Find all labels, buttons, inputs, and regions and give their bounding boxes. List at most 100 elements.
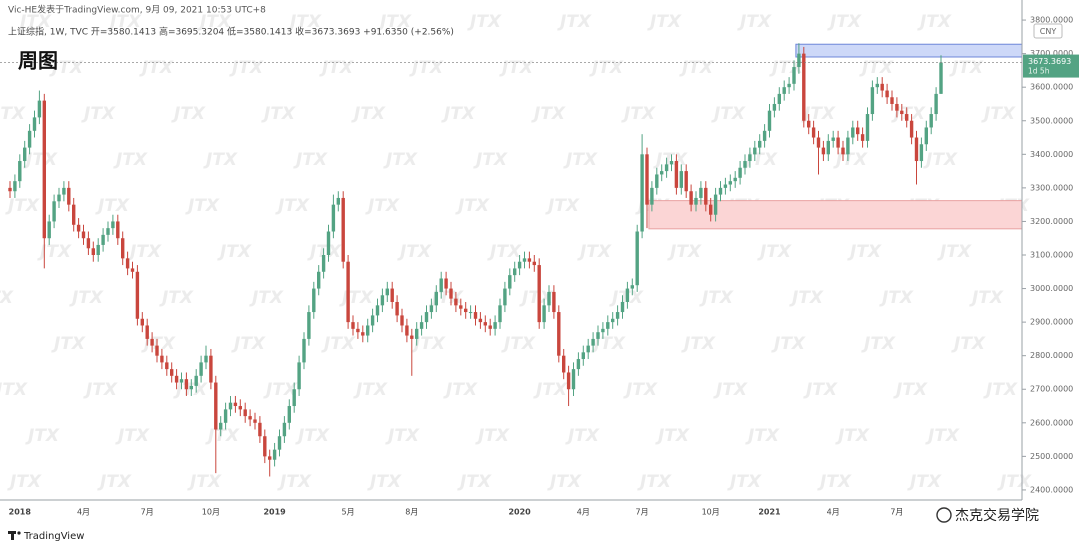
y-tick-label: 3600.0000 bbox=[1030, 83, 1073, 92]
candle-body bbox=[341, 197, 345, 262]
watermark: JTX bbox=[339, 288, 374, 308]
candle-body bbox=[464, 308, 468, 313]
y-tick-label: 3700.0000 bbox=[1030, 49, 1073, 58]
watermark: JTX bbox=[443, 380, 478, 400]
x-tick-label: 4月 bbox=[77, 508, 90, 517]
watermark: JTX bbox=[277, 472, 312, 492]
candle-body bbox=[454, 298, 458, 306]
candle-body bbox=[846, 137, 850, 155]
watermark: JTX bbox=[487, 242, 522, 262]
candle-body bbox=[336, 197, 340, 205]
watermark: JTX bbox=[647, 12, 682, 32]
candle-body bbox=[591, 338, 595, 346]
candle-body bbox=[890, 97, 894, 104]
watermark: JTX bbox=[229, 58, 264, 78]
candle-body bbox=[204, 355, 208, 363]
y-tick-label: 3200.0000 bbox=[1030, 217, 1073, 226]
candle-body bbox=[635, 231, 639, 286]
y-tick-label: 2900.0000 bbox=[1030, 318, 1073, 327]
candle-body bbox=[645, 154, 649, 205]
candle-body bbox=[47, 221, 51, 239]
watermark: JTX bbox=[295, 426, 330, 446]
candle-body bbox=[439, 278, 443, 292]
candle-body bbox=[62, 187, 66, 195]
candle-body bbox=[718, 187, 723, 195]
watermark: JTX bbox=[917, 12, 952, 32]
candle-body bbox=[32, 117, 37, 131]
x-tick-label: 2020 bbox=[508, 508, 531, 517]
candle-body bbox=[562, 355, 566, 373]
watermark: JTX bbox=[563, 150, 598, 170]
watermark: JTX bbox=[519, 288, 554, 308]
candle-body bbox=[905, 114, 909, 121]
watermark: JTX bbox=[455, 196, 490, 216]
candle-body bbox=[468, 312, 473, 314]
watermark: JTX bbox=[565, 426, 600, 446]
candle-body bbox=[738, 167, 742, 178]
watermark: JTX bbox=[0, 104, 26, 124]
candle-body bbox=[366, 325, 370, 336]
candle-body bbox=[527, 258, 532, 262]
candle-body bbox=[660, 171, 664, 175]
last-price-box bbox=[1023, 54, 1079, 78]
watermark: JTX bbox=[997, 472, 1032, 492]
watermark: JTX bbox=[891, 104, 926, 124]
watermark: JTX bbox=[397, 242, 432, 262]
candle-body bbox=[81, 231, 86, 239]
signature: 杰克交易学院 bbox=[936, 507, 1039, 524]
candle-body bbox=[155, 345, 159, 356]
watermark: JTX bbox=[711, 104, 746, 124]
candle-body bbox=[282, 422, 287, 437]
candle-body bbox=[307, 312, 311, 339]
watermark: JTX bbox=[681, 334, 716, 354]
candle-body bbox=[586, 345, 590, 353]
watermark: JTX bbox=[159, 288, 194, 308]
watermark: JTX bbox=[275, 196, 310, 216]
watermark: JTX bbox=[173, 380, 208, 400]
candle-body bbox=[811, 127, 816, 138]
countdown: 1d 5h bbox=[1028, 67, 1050, 76]
candle-body bbox=[106, 228, 110, 235]
candle-body bbox=[233, 402, 238, 407]
candle-body bbox=[321, 255, 326, 272]
candle-body bbox=[370, 315, 375, 326]
y-tick-label: 3400.0000 bbox=[1030, 150, 1073, 159]
candle-body bbox=[483, 322, 487, 326]
candle-body bbox=[243, 409, 247, 417]
watermark: JTX bbox=[385, 426, 420, 446]
candle-body bbox=[415, 328, 419, 339]
watermark: JTX bbox=[981, 104, 1016, 124]
candle-body bbox=[488, 325, 492, 329]
logo-dot bbox=[17, 531, 21, 535]
candle-body bbox=[174, 375, 179, 383]
x-tick-label: 8月 bbox=[405, 508, 418, 517]
candle-body bbox=[924, 127, 928, 145]
watermark: JTX bbox=[501, 334, 536, 354]
watermark: JTX bbox=[49, 58, 84, 78]
candle-body bbox=[219, 422, 223, 430]
watermark: JTX bbox=[353, 380, 388, 400]
candle-body bbox=[121, 238, 125, 259]
watermark: JTX bbox=[473, 150, 508, 170]
candle-body bbox=[865, 114, 870, 141]
candle-body bbox=[419, 322, 424, 329]
candle-body bbox=[919, 144, 924, 162]
watermark: JTX bbox=[655, 426, 690, 446]
candle-body bbox=[767, 110, 772, 131]
watermark: JTX bbox=[745, 426, 780, 446]
candle-body bbox=[816, 137, 821, 148]
candle-body bbox=[787, 83, 791, 88]
candles bbox=[8, 43, 943, 477]
chart-title: 周图 bbox=[18, 49, 58, 73]
watermark: JTX bbox=[141, 334, 176, 354]
candle-body bbox=[385, 288, 389, 296]
watermark: JTX bbox=[231, 334, 266, 354]
candle-body bbox=[76, 224, 81, 232]
signature-icon bbox=[936, 507, 952, 523]
candle-body bbox=[287, 406, 291, 423]
candle-body bbox=[317, 271, 321, 289]
x-tick-label: 2018 bbox=[9, 508, 32, 517]
candle-body bbox=[111, 221, 115, 229]
candle-body bbox=[606, 322, 610, 329]
